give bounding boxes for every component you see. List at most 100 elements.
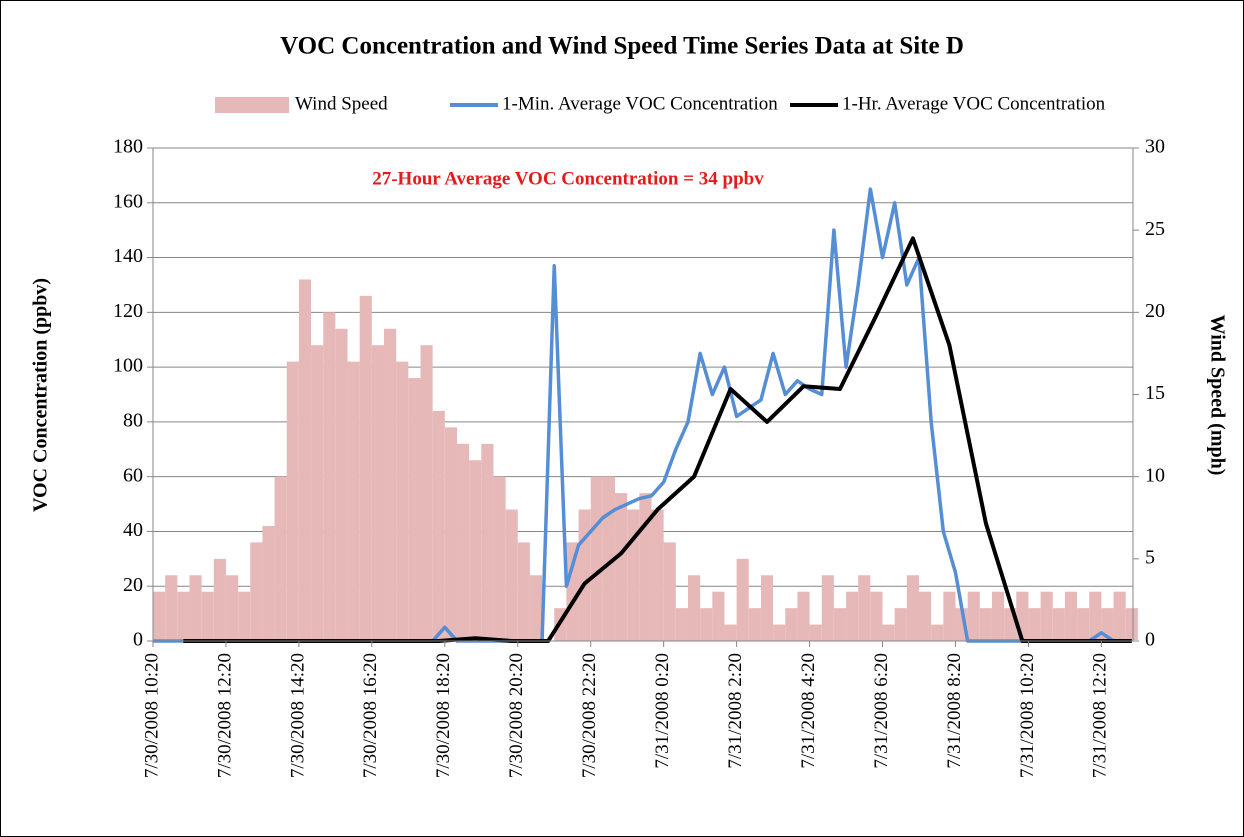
wind-bar — [420, 345, 433, 641]
x-tick-label: 7/31/2008 2:20 — [725, 653, 746, 769]
wind-bar — [919, 591, 932, 641]
wind-bar — [384, 328, 397, 641]
y2-tick-label: 15 — [1145, 382, 1165, 404]
legend-label: Wind Speed — [295, 93, 388, 114]
y2-axis-title: Wind Speed (mph) — [1206, 315, 1228, 476]
wind-bar — [578, 509, 591, 641]
wind-bar — [529, 575, 543, 641]
wind-bar — [1052, 608, 1065, 641]
wind-bar — [347, 361, 360, 641]
y-tick-label: 80 — [123, 409, 143, 431]
wind-bar — [906, 575, 920, 641]
wind-bar — [639, 493, 652, 641]
y2-tick-label: 10 — [1145, 464, 1165, 486]
wind-bar — [201, 591, 214, 641]
wind-bar — [359, 295, 372, 641]
y2-tick-label: 0 — [1145, 629, 1155, 651]
y-tick-label: 0 — [133, 629, 143, 651]
wind-bar — [335, 328, 348, 641]
wind-bar — [396, 361, 409, 641]
y2-tick-label: 20 — [1145, 300, 1165, 322]
wind-bar — [298, 279, 312, 641]
x-tick-label: 7/31/2008 12:20 — [1090, 653, 1111, 778]
wind-bar — [1125, 608, 1138, 641]
wind-bar — [931, 624, 944, 641]
wind-bar — [797, 591, 810, 641]
wind-bar — [323, 312, 336, 641]
wind-bar — [1089, 591, 1102, 641]
y2-tick-label: 5 — [1145, 546, 1155, 568]
wind-bar — [262, 525, 275, 641]
wind-bar — [165, 575, 178, 641]
wind-bar — [517, 542, 530, 641]
wind-bar — [821, 575, 834, 641]
wind-bar — [1113, 591, 1126, 641]
wind-bar — [456, 443, 470, 641]
wind-bar — [627, 509, 640, 641]
wind-bar — [967, 591, 980, 641]
wind-bar — [250, 542, 263, 641]
x-tick-label: 7/31/2008 6:20 — [871, 653, 892, 769]
y-tick-label: 120 — [113, 300, 143, 322]
wind-bar — [1028, 608, 1041, 641]
wind-bar — [809, 624, 822, 641]
wind-bar — [444, 427, 457, 641]
x-tick-label: 7/31/2008 4:20 — [798, 653, 819, 769]
y-tick-label: 180 — [113, 136, 143, 158]
x-tick-label: 7/30/2008 10:20 — [141, 653, 162, 778]
wind-bar — [773, 624, 786, 641]
wind-bar — [833, 608, 847, 641]
wind-bar — [153, 591, 166, 641]
x-tick-label: 7/30/2008 14:20 — [287, 653, 308, 778]
wind-bar — [736, 558, 749, 641]
wind-bar — [1040, 591, 1053, 641]
wind-bar — [408, 378, 421, 641]
wind-bar — [785, 608, 798, 641]
wind-bar — [858, 575, 871, 641]
annotation: 27-Hour Average VOC Concentration = 34 p… — [372, 168, 764, 189]
chart-title: VOC Concentration and Wind Speed Time Se… — [280, 33, 964, 60]
wind-bar — [590, 476, 603, 641]
wind-bar — [225, 575, 239, 641]
wind-bar — [177, 591, 190, 641]
wind-bar — [712, 591, 725, 641]
y2-tick-label: 25 — [1145, 218, 1165, 240]
x-tick-label: 7/30/2008 22:20 — [579, 653, 600, 778]
x-tick-label: 7/31/2008 10:20 — [1017, 653, 1038, 778]
wind-bar — [700, 608, 713, 641]
wind-bar — [432, 410, 445, 641]
wind-bar — [311, 345, 324, 641]
wind-bar — [493, 476, 506, 641]
wind-bar — [651, 509, 664, 641]
x-tick-label: 7/30/2008 18:20 — [433, 653, 454, 778]
wind-bar — [469, 460, 482, 641]
legend-label: 1-Min. Average VOC Concentration — [502, 93, 778, 114]
wind-bar — [238, 591, 251, 641]
y-axis-title: VOC Concentration (ppbv) — [30, 278, 52, 512]
wind-bar — [760, 575, 774, 641]
y2-tick-label: 30 — [1145, 136, 1165, 158]
x-tick-label: 7/31/2008 8:20 — [944, 653, 965, 769]
wind-bar — [505, 509, 518, 641]
y-tick-label: 100 — [113, 355, 143, 377]
wind-bar — [979, 608, 992, 641]
wind-bar — [675, 608, 688, 641]
wind-bar — [846, 591, 859, 641]
y-tick-label: 40 — [123, 519, 143, 541]
y-tick-label: 160 — [113, 190, 143, 212]
x-tick-label: 7/30/2008 12:20 — [214, 653, 235, 778]
legend-swatch — [215, 97, 289, 113]
x-tick-label: 7/31/2008 0:20 — [652, 653, 673, 769]
y-tick-label: 20 — [123, 574, 143, 596]
wind-bar — [748, 608, 761, 641]
wind-bar — [1064, 591, 1078, 641]
wind-bar — [566, 542, 579, 641]
wind-bar — [687, 575, 701, 641]
x-tick-label: 7/30/2008 20:20 — [506, 653, 527, 778]
wind-bar — [615, 493, 628, 641]
wind-bar — [882, 624, 895, 641]
wind-bar — [481, 443, 494, 641]
wind-bar — [663, 542, 676, 641]
